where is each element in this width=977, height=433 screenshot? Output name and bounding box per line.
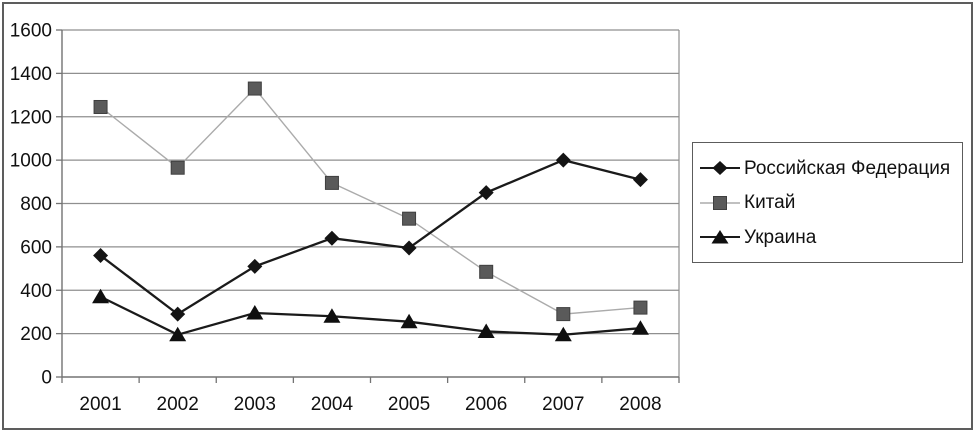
triangle-marker xyxy=(554,326,572,342)
square-marker xyxy=(93,99,108,114)
triangle-marker xyxy=(92,288,110,304)
y-axis-tick-label: 200 xyxy=(20,324,52,345)
square-marker xyxy=(324,175,339,190)
triangle-marker xyxy=(400,313,418,329)
y-axis-tick-label: 400 xyxy=(20,281,52,302)
triangle-marker xyxy=(246,305,264,320)
square-marker xyxy=(556,307,571,322)
legend-item-ukraine: Украина xyxy=(700,228,962,247)
triangle-marker xyxy=(323,308,341,323)
x-axis-tick-label: 2003 xyxy=(234,394,276,415)
series-line-1 xyxy=(100,87,641,315)
legend-label-ukraine: Украина xyxy=(744,226,817,248)
triangle-shape xyxy=(711,230,729,244)
square-marker-icon xyxy=(700,195,740,210)
diamond-marker xyxy=(401,240,417,256)
diamond-marker xyxy=(478,185,494,201)
legend-label-russia: Российская Федерация xyxy=(744,157,951,179)
diamond-marker-icon xyxy=(700,161,740,175)
x-axis-tick-label: 2005 xyxy=(388,394,430,415)
y-axis-tick-label: 1000 xyxy=(10,151,52,172)
legend-item-russia: Российская Федерация xyxy=(700,159,962,178)
y-axis-tick-label: 0 xyxy=(41,368,52,389)
triangle-marker xyxy=(477,323,495,338)
x-axis-tick-label: 2004 xyxy=(311,394,354,415)
x-axis-tick-label: 2007 xyxy=(542,394,584,415)
legend: Российская Федерация Китай Украина xyxy=(692,142,963,263)
y-axis-tick-label: 800 xyxy=(20,194,52,215)
diamond-marker xyxy=(324,230,340,246)
y-axis-tick-label: 1200 xyxy=(10,107,52,128)
y-axis-tick-label: 1600 xyxy=(10,21,52,42)
y-axis-tick-label: 1400 xyxy=(10,64,52,85)
diamond-marker xyxy=(247,258,263,274)
square-marker xyxy=(170,160,185,175)
square-marker xyxy=(479,264,494,279)
x-axis-tick-label: 2008 xyxy=(619,394,661,415)
diamond-marker xyxy=(555,152,571,168)
legend-item-china: Китай xyxy=(700,193,962,212)
diamond-shape xyxy=(712,161,728,175)
diamond-marker xyxy=(632,172,648,188)
x-axis-tick-label: 2002 xyxy=(157,394,199,415)
square-marker xyxy=(402,211,417,226)
x-axis-tick-label: 2001 xyxy=(79,394,121,415)
diamond-marker xyxy=(93,248,109,264)
triangle-marker xyxy=(631,320,649,335)
series-line-2 xyxy=(100,295,641,336)
square-shape xyxy=(713,195,727,210)
square-marker xyxy=(633,300,648,315)
triangle-marker xyxy=(169,326,187,342)
series-line-0 xyxy=(99,158,641,316)
diamond-marker xyxy=(170,306,186,322)
triangle-marker-icon xyxy=(700,230,740,244)
square-marker xyxy=(247,81,262,96)
y-axis-tick-label: 600 xyxy=(20,237,52,258)
legend-label-china: Китай xyxy=(744,192,796,213)
x-axis-tick-label: 2006 xyxy=(465,394,507,415)
